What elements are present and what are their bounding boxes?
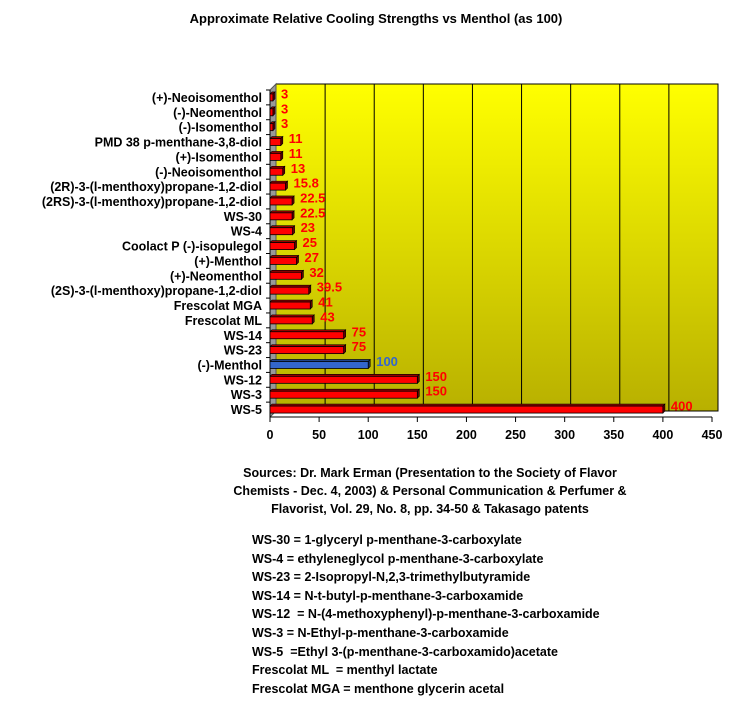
bar-chart: 0 50 100 150 200 250 300 350 400 450 (+)-Neoisomen… [42,82,723,442]
category-label: (2R)-3-(l-menthoxy)propane-1,2-diol [50,180,262,194]
category-label: WS-23 [224,344,262,358]
bar [269,257,297,265]
data-label: 3 [281,101,288,116]
x-tick-label: 150 [407,428,428,442]
data-label: 100 [376,354,398,369]
definition-item: Frescolat MGA = menthone glycerin acetal [252,681,505,696]
bar [269,301,311,310]
category-label: WS-30 [224,210,262,224]
data-label: 39.5 [317,280,342,295]
bar [269,361,369,369]
category-label: (-)-Isomenthol [179,121,262,135]
data-label: 41 [318,295,332,310]
data-label: 22.5 [300,190,325,205]
bar [269,390,418,399]
definition-item: WS-12 = N-(4-methoxyphenyl)-p-menthane-3… [252,607,600,622]
bar [269,271,302,280]
sources-line: Chemists - Dec. 4, 2003) & Personal Comm… [233,484,627,498]
category-label: PMD 38 p-menthane-3,8-diol [95,136,262,150]
x-tick-label: 300 [554,428,575,442]
category-label: (+)-Neomenthol [170,269,262,283]
category-label: (+)-Neoisomenthol [152,91,262,105]
x-tick-label: 350 [603,428,624,442]
category-label: WS-4 [231,225,262,239]
sources-line: Sources: Dr. Mark Erman (Presentation to… [243,466,617,480]
bar [269,182,286,191]
bar [269,286,310,295]
category-label: (+)-Menthol [194,254,262,268]
data-label: 32 [309,265,323,280]
category-label: (+)-Isomenthol [176,150,262,164]
bar [269,227,293,236]
definition-item: WS-5 =Ethyl 3-(p-menthane-3-carboxamido)… [252,644,558,659]
data-label: 22.5 [300,205,325,220]
data-label: 3 [281,86,288,101]
x-tick-label: 450 [702,428,723,442]
definition-item: WS-23 = 2-Isopropyl-N,2,3-trimethylbutyr… [252,570,531,585]
data-label: 400 [671,399,693,414]
data-label: 11 [289,146,303,161]
category-label: Coolact P (-)-isopulegol [122,240,262,254]
bar [269,316,313,325]
x-tick-label: 250 [505,428,526,442]
definition-item: WS-3 = N-Ethyl-p-menthane-3-carboxamide [252,625,509,640]
data-label: 25 [303,235,317,250]
data-label: 75 [352,324,366,339]
category-label: WS-5 [231,403,262,417]
data-label: 11 [289,131,303,146]
data-label: 150 [425,369,447,384]
category-label: Frescolat MGA [174,299,262,313]
category-label: Frescolat ML [185,314,262,328]
data-label: 23 [301,220,315,235]
x-tick-label: 0 [267,428,274,442]
bar [269,375,418,384]
definition-item: WS-30 = 1-glyceryl p-menthane-3-carboxyl… [252,533,522,547]
bar [269,405,664,414]
definitions-list: WS-30 = 1-glyceryl p-menthane-3-carboxyl… [252,531,600,698]
x-tick-label: 400 [652,428,673,442]
data-label: 15.8 [294,176,319,191]
bar [269,167,284,176]
bar [269,152,282,161]
category-label: WS-3 [231,388,262,402]
definition-item: WS-14 = N-t-butyl-p-menthane-3-carboxami… [252,588,524,603]
data-label: 43 [320,309,334,324]
bar [269,138,282,146]
sources-line: Flavorist, Vol. 29, No. 8, pp. 34-50 & T… [271,502,589,516]
bar [269,242,295,250]
definition-item: Frescolat ML = menthyl lactate [252,663,438,678]
category-label: WS-14 [224,329,262,343]
category-label: (2RS)-3-(l-menthoxy)propane-1,2-diol [42,195,262,209]
x-tick-label: 50 [312,428,326,442]
bar [269,93,274,102]
category-label: WS-12 [224,373,262,387]
bar [269,197,293,206]
category-label: (2S)-3-(l-menthoxy)propane-1,2-diol [51,284,262,298]
category-label: (-)-Neoisomenthol [155,165,262,179]
bar [269,346,345,355]
definition-item: WS-4 = ethyleneglycol p-menthane-3-carbo… [252,551,544,566]
data-label: 13 [291,161,305,176]
bar [269,331,345,340]
category-label: (-)-Neomenthol [173,106,262,120]
data-label: 3 [281,116,288,131]
sources-note: Sources: Dr. Mark Erman (Presentation to… [210,464,650,518]
category-label: (-)-Menthol [197,358,262,372]
x-tick-label: 100 [358,428,379,442]
bar [269,212,293,221]
data-label: 150 [425,384,447,399]
data-label: 75 [352,339,366,354]
chart-title: Approximate Relative Cooling Strengths v… [189,11,563,26]
bar [269,108,274,117]
x-tick-label: 200 [456,428,477,442]
bar [269,123,274,132]
data-label: 27 [305,250,319,265]
